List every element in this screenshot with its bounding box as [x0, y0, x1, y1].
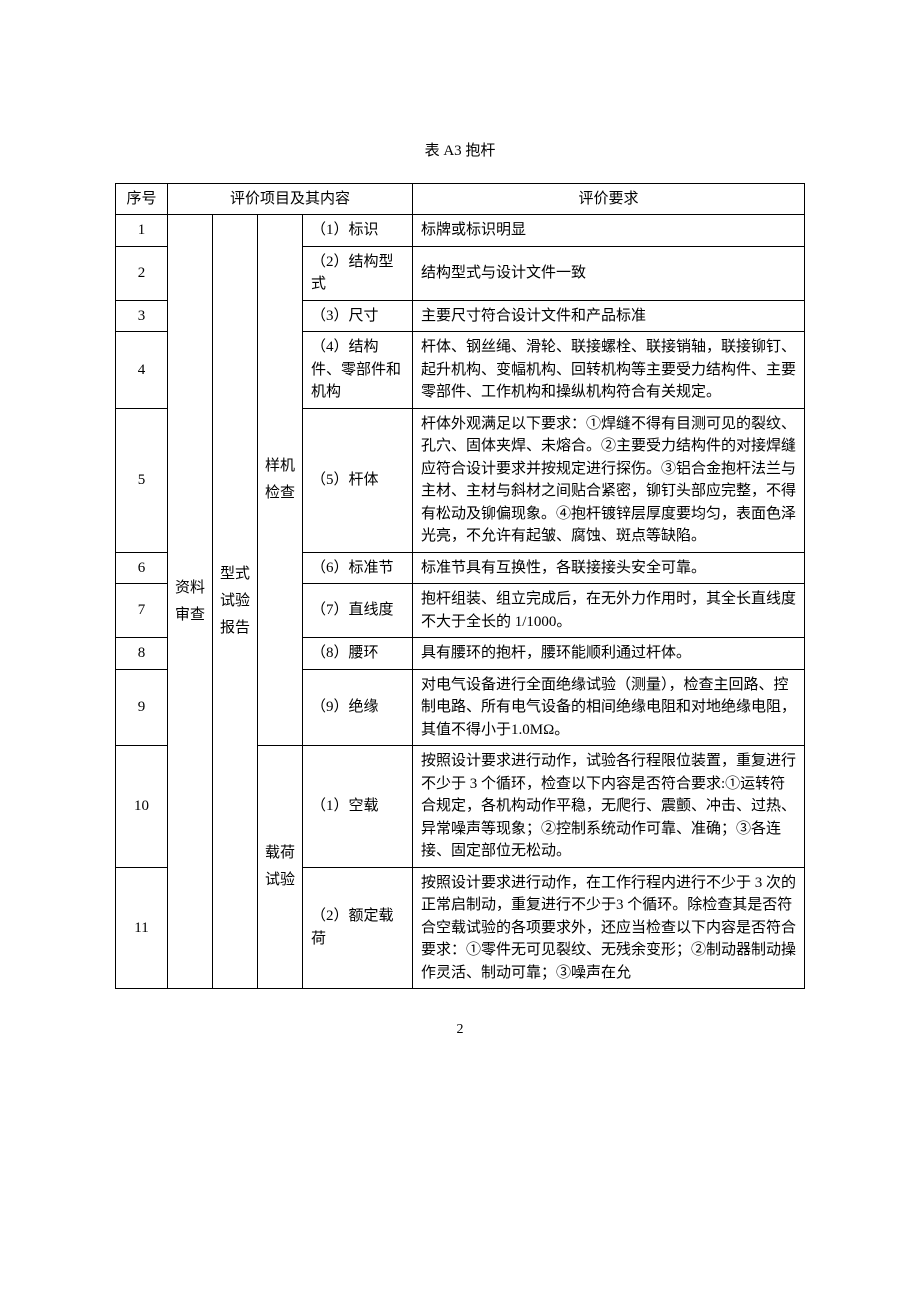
req-cell: 抱杆组装、组立完成后，在无外力作用时，其全长直线度不大于全长的 1/1000。: [413, 584, 805, 638]
seq-cell: 2: [116, 246, 168, 300]
req-cell: 杆体外观满足以下要求：①焊缝不得有目测可见的裂纹、孔穴、固体夹焊、未熔合。②主要…: [413, 408, 805, 552]
vlabel-col2: 型式试验报告: [213, 215, 258, 989]
item-cell: （2）结构型式: [303, 246, 413, 300]
item-cell: （2）额定载荷: [303, 867, 413, 989]
seq-cell: 7: [116, 584, 168, 638]
vlabel-col3b: 载荷试验: [258, 746, 303, 989]
req-cell: 杆体、钢丝绳、滑轮、联接螺栓、联接销轴，联接铆钉、起升机构、变幅机构、回转机构等…: [413, 332, 805, 409]
table-title: 表 A3 抱杆: [115, 140, 805, 163]
seq-cell: 5: [116, 408, 168, 552]
evaluation-table: 序号 评价项目及其内容 评价要求 1 资料审查 型式试验报告 样机检查 （1）标…: [115, 183, 805, 990]
seq-cell: 11: [116, 867, 168, 989]
item-cell: （3）尺寸: [303, 300, 413, 332]
item-cell: （7）直线度: [303, 584, 413, 638]
vlabel-col3a: 样机检查: [258, 215, 303, 746]
seq-cell: 1: [116, 215, 168, 247]
seq-cell: 8: [116, 638, 168, 670]
req-cell: 具有腰环的抱杆，腰环能顺利通过杆体。: [413, 638, 805, 670]
page-number: 2: [115, 1019, 805, 1040]
item-cell: （5）杆体: [303, 408, 413, 552]
header-content: 评价项目及其内容: [168, 183, 413, 215]
seq-cell: 4: [116, 332, 168, 409]
vlabel-col1: 资料审查: [168, 215, 213, 989]
req-cell: 按照设计要求进行动作，试验各行程限位装置，重复进行不少于 3 个循环，检查以下内…: [413, 746, 805, 868]
req-cell: 标牌或标识明显: [413, 215, 805, 247]
item-cell: （6）标准节: [303, 552, 413, 584]
table-header-row: 序号 评价项目及其内容 评价要求: [116, 183, 805, 215]
req-cell: 标准节具有互换性，各联接接头安全可靠。: [413, 552, 805, 584]
seq-cell: 10: [116, 746, 168, 868]
item-cell: （4）结构件、零部件和机构: [303, 332, 413, 409]
header-seq: 序号: [116, 183, 168, 215]
req-cell: 按照设计要求进行动作，在工作行程内进行不少于 3 次的正常启制动，重复进行不少于…: [413, 867, 805, 989]
item-cell: （8）腰环: [303, 638, 413, 670]
seq-cell: 9: [116, 669, 168, 746]
item-cell: （1）标识: [303, 215, 413, 247]
item-cell: （9）绝缘: [303, 669, 413, 746]
seq-cell: 3: [116, 300, 168, 332]
req-cell: 对电气设备进行全面绝缘试验（测量），检查主回路、控制电路、所有电气设备的相间绝缘…: [413, 669, 805, 746]
table-row: 1 资料审查 型式试验报告 样机检查 （1）标识 标牌或标识明显: [116, 215, 805, 247]
req-cell: 主要尺寸符合设计文件和产品标准: [413, 300, 805, 332]
seq-cell: 6: [116, 552, 168, 584]
header-req: 评价要求: [413, 183, 805, 215]
item-cell: （1）空载: [303, 746, 413, 868]
req-cell: 结构型式与设计文件一致: [413, 246, 805, 300]
